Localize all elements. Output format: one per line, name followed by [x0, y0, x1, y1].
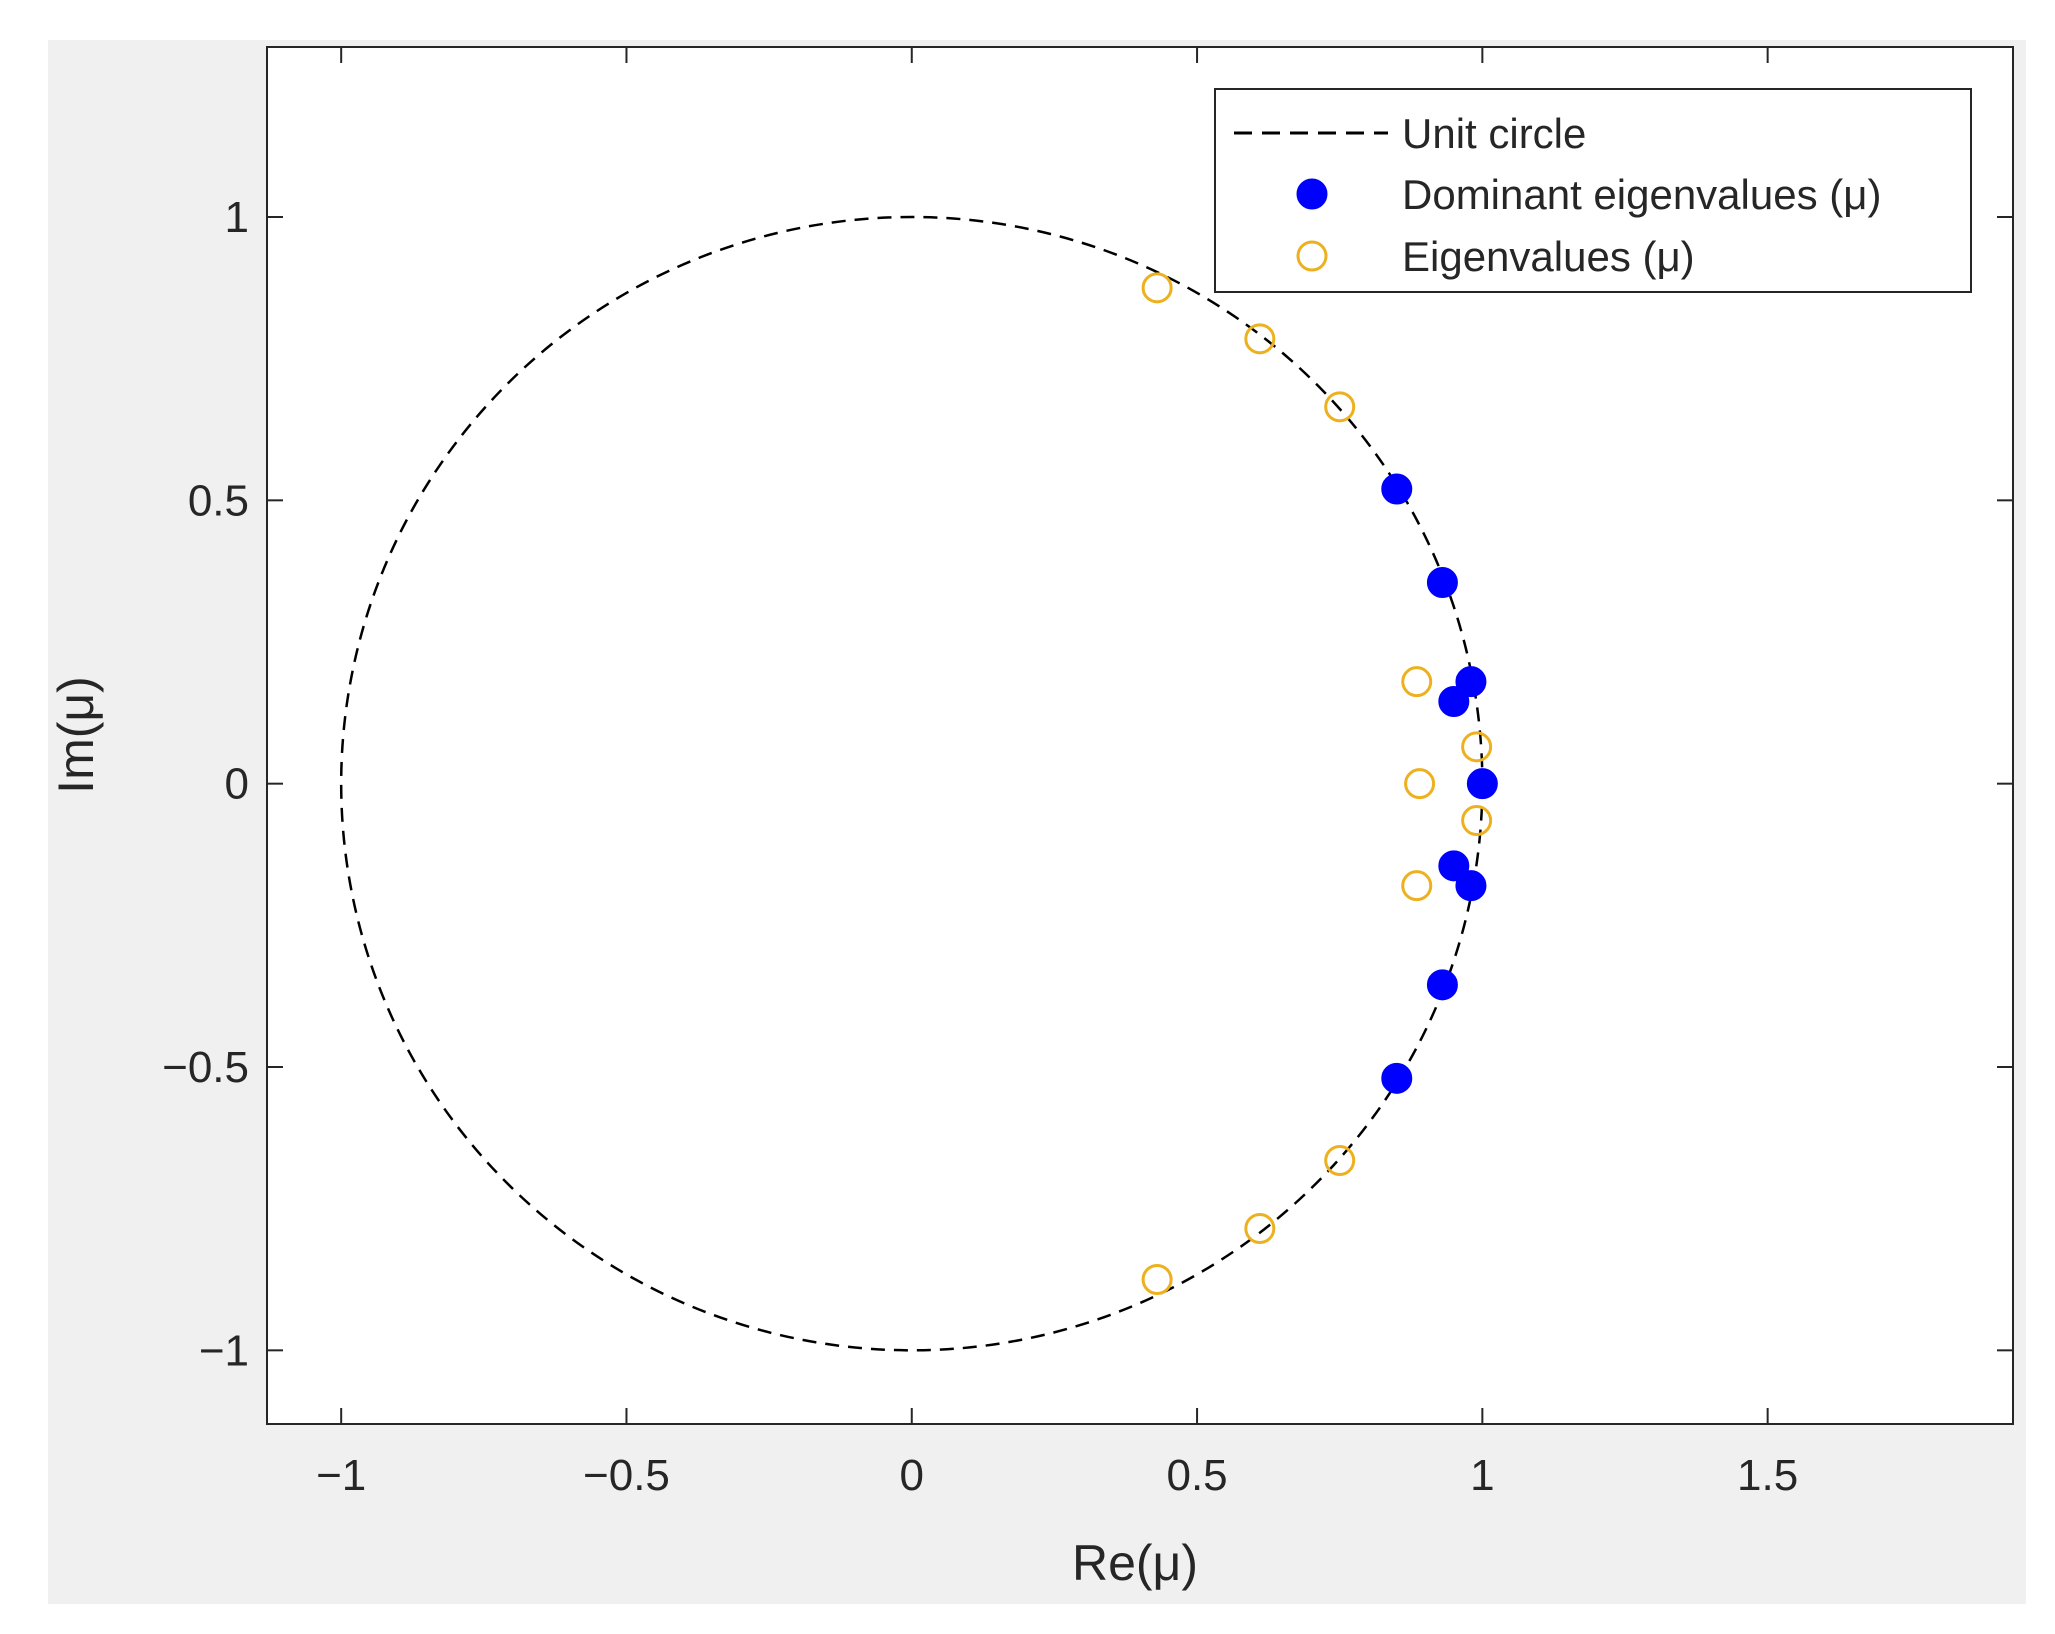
x-tick-label: −1 [316, 1451, 366, 1500]
legend-box [1214, 88, 1972, 293]
tick-layer: −1 −0.5 0 0.5 1 1.5 −1 −0.5 0 0.5 1 [162, 47, 2013, 1500]
eigenvalue-marker-5 [1404, 768, 1436, 800]
legend-label-dominant-eigenvalues: Dominant eigenvalues (μ) [1402, 171, 1881, 218]
legend: Unit circle Dominant eigenvalues (μ) Eig… [1214, 88, 1972, 293]
eigenvalue-marker-7 [1401, 870, 1433, 902]
x-tick-label: 0 [900, 1451, 924, 1500]
y-tick-label: 0.5 [188, 476, 249, 525]
x-tick-label: 1.5 [1737, 1451, 1798, 1500]
eigenvalue-marker-2 [1324, 391, 1356, 423]
dominant-eigenvalue-marker-0 [1381, 473, 1413, 505]
eigenvalue-marker-6 [1461, 805, 1493, 836]
y-tick-label: 0 [225, 760, 249, 809]
dominant-eigenvalue-marker-7 [1426, 969, 1458, 1001]
dominant-eigenvalue-marker-3 [1438, 686, 1470, 717]
dominant-eigenvalue-marker-5 [1438, 850, 1470, 882]
eigenvalue-marker-8 [1324, 1145, 1356, 1176]
dominant-eigenvalue-marker-2 [1455, 666, 1487, 698]
dominant-eigenvalue-marker-1 [1426, 567, 1458, 598]
legend-label-unit-circle: Unit circle [1402, 110, 1586, 157]
x-axis-label: Re(μ) [1072, 1535, 1198, 1591]
eigenvalue-marker-1 [1244, 323, 1276, 355]
eigenvalue-marker-4 [1461, 731, 1493, 763]
dominant-eigenvalue-marker-6 [1455, 870, 1487, 902]
y-axis-label: Im(μ) [48, 676, 104, 794]
dominant-eigenvalue-marker-4 [1466, 768, 1498, 800]
x-tick-label: 0.5 [1166, 1451, 1227, 1500]
marker-layer [1141, 272, 1498, 1295]
y-tick-label: −1 [199, 1326, 249, 1375]
eigenvalue-marker-0 [1141, 272, 1173, 304]
eigenvalue-marker-10 [1141, 1264, 1173, 1295]
y-tick-label: −0.5 [162, 1043, 249, 1092]
dominant-eigenvalue-marker-8 [1381, 1062, 1413, 1094]
legend-filled-marker-swatch [1296, 178, 1328, 210]
eigenvalue-marker-3 [1401, 666, 1433, 698]
eigenvalue-marker-9 [1244, 1213, 1276, 1244]
plot-frame [266, 46, 2014, 1425]
legend-open-marker-swatch [1296, 240, 1328, 272]
y-tick-label: 1 [225, 193, 249, 242]
legend-label-eigenvalues: Eigenvalues (μ) [1402, 233, 1695, 280]
x-tick-label: 1 [1470, 1451, 1494, 1500]
x-tick-label: −0.5 [583, 1451, 670, 1500]
